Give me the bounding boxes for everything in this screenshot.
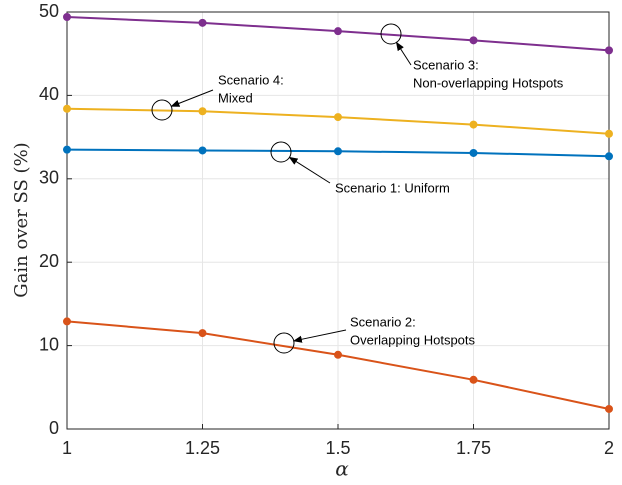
annotation-arrow (395, 41, 412, 66)
y-tick-label: 30 (39, 168, 59, 188)
data-point (469, 36, 478, 45)
data-point (334, 27, 342, 36)
data-point (198, 107, 207, 116)
data-point (63, 317, 71, 326)
data-point (198, 329, 207, 338)
annotation-text: Scenario 4: (218, 72, 284, 87)
data-point (334, 350, 342, 359)
annotation-arrow (288, 156, 331, 184)
data-point (334, 147, 342, 156)
data-point (469, 120, 478, 129)
data-point (605, 129, 613, 138)
y-tick-label: 10 (39, 334, 59, 354)
y-tick-label: 0 (49, 418, 59, 438)
annotation-arrow (292, 329, 347, 343)
x-tick-label: 1.75 (456, 438, 491, 458)
annotation-text: Overlapping Hotspots (350, 332, 476, 347)
data-point (198, 18, 207, 27)
data-point (469, 375, 478, 384)
x-tick-label: 1.25 (185, 438, 220, 458)
annotation-text: Scenario 1: Uniform (335, 180, 450, 195)
annotation-text: Non-overlapping Hotspots (413, 75, 564, 90)
y-axis-label: Gain over SS (%) (11, 142, 32, 297)
x-axis-label: α (335, 457, 349, 481)
data-point (605, 152, 613, 161)
data-point (334, 113, 342, 122)
x-tick-label: 1 (62, 438, 72, 458)
y-tick-label: 40 (39, 84, 59, 104)
data-point (63, 104, 71, 113)
data-point (605, 404, 613, 413)
data-point (605, 46, 613, 55)
annotation-circle (273, 332, 295, 354)
annotation-text: Scenario 3: (413, 57, 479, 72)
annotation-circle (380, 23, 402, 45)
data-point (469, 148, 478, 157)
annotation-text: Scenario 2: (350, 314, 416, 329)
x-tick-label: 2 (604, 438, 614, 458)
annotation-text: Mixed (218, 90, 253, 105)
annotation-circle (270, 141, 292, 163)
y-tick-label: 50 (39, 1, 59, 21)
data-point (63, 13, 71, 22)
annotation-circle (151, 99, 173, 121)
annotation-arrow (170, 89, 214, 107)
x-tick-label: 1.5 (325, 438, 350, 458)
data-point (198, 146, 207, 155)
data-point (63, 145, 71, 154)
axes-box (66, 11, 610, 430)
y-tick-label: 20 (39, 251, 59, 271)
